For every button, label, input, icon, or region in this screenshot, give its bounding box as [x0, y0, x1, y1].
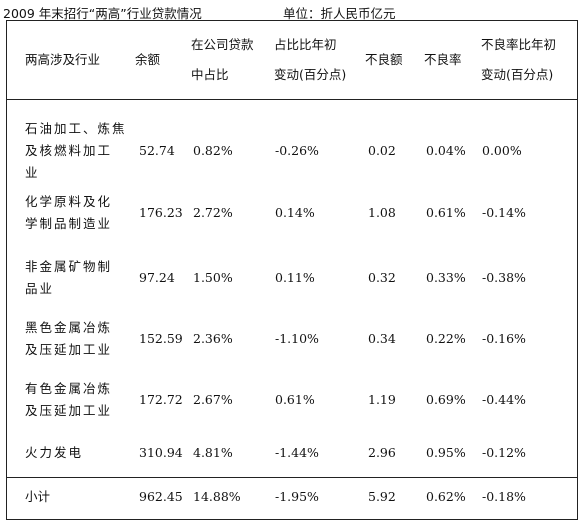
row-4-npl-chg: -0.16%	[482, 331, 526, 346]
total-share-chg: -1.95%	[275, 489, 319, 504]
row-5-npl-ratio: 0.69%	[426, 392, 466, 407]
row-3-industry-line1: 非金属矿物制	[25, 259, 113, 274]
row-5-industry-line2: 及压延加工业	[25, 403, 113, 418]
row-6-share-chg: -1.44%	[275, 445, 319, 460]
row-1-industry-line2: 及核燃料加工	[25, 143, 113, 158]
row-1-share: 0.82%	[193, 143, 233, 158]
row-5-share: 2.67%	[193, 392, 233, 407]
header-npl-chg-line2: 变动(百分点)	[481, 67, 554, 82]
total-divider	[7, 477, 577, 478]
row-6-industry-line1: 火力发电	[25, 445, 84, 460]
row-1-npl-chg: 0.00%	[482, 143, 522, 158]
row-1-npl: 0.02	[368, 143, 396, 158]
row-3-share-chg: 0.11%	[275, 270, 315, 285]
row-2-share: 2.72%	[193, 205, 233, 220]
row-5-npl: 1.19	[368, 392, 396, 407]
row-1-industry-line1: 石油加工、炼焦	[25, 121, 127, 136]
header-industry: 两高涉及行业	[25, 52, 101, 67]
header-npl: 不良额	[365, 52, 403, 67]
row-6-npl-ratio: 0.95%	[426, 445, 466, 460]
row-6-balance: 310.94	[139, 445, 183, 460]
row-2-balance: 176.23	[139, 205, 183, 220]
row-2-npl-ratio: 0.61%	[426, 205, 466, 220]
row-6-npl: 2.96	[368, 445, 396, 460]
header-share-chg-line1: 占比比年初	[274, 37, 337, 52]
row-1-npl-ratio: 0.04%	[426, 143, 466, 158]
row-1-balance: 52.74	[139, 143, 175, 158]
header-npl-ratio: 不良率	[424, 52, 462, 67]
row-5-share-chg: 0.61%	[275, 392, 315, 407]
row-5-npl-chg: -0.44%	[482, 392, 526, 407]
header-share-line1: 在公司贷款	[191, 37, 254, 52]
row-6-share: 4.81%	[193, 445, 233, 460]
loan-table: 两高涉及行业 余额 在公司贷款 中占比 占比比年初 变动(百分点) 不良额 不良…	[6, 20, 578, 520]
header-divider	[7, 99, 577, 100]
row-4-industry-line1: 黑色金属冶炼	[25, 320, 113, 335]
row-4-balance: 152.59	[139, 331, 183, 346]
row-2-industry-line1: 化学原料及化	[25, 194, 113, 209]
total-npl-ratio: 0.62%	[426, 489, 466, 504]
row-1-share-chg: -0.26%	[275, 143, 319, 158]
header-balance: 余额	[135, 52, 161, 67]
row-3-npl-ratio: 0.33%	[426, 270, 466, 285]
row-5-balance: 172.72	[139, 392, 183, 407]
row-4-share-chg: -1.10%	[275, 331, 319, 346]
table-title: 2009 年末招行“两高”行业贷款情况	[3, 6, 202, 21]
header-share-line2: 中占比	[191, 67, 229, 82]
row-4-npl-ratio: 0.22%	[426, 331, 466, 346]
total-npl: 5.92	[368, 489, 396, 504]
row-3-npl: 0.32	[368, 270, 396, 285]
total-balance: 962.45	[139, 489, 183, 504]
header-npl-chg-line1: 不良率比年初	[481, 37, 557, 52]
row-6-npl-chg: -0.12%	[482, 445, 526, 460]
row-4-npl: 0.34	[368, 331, 396, 346]
total-label: 小计	[25, 489, 51, 504]
row-2-npl: 1.08	[368, 205, 396, 220]
row-1-industry-line3: 业	[25, 165, 40, 180]
row-4-industry-line2: 及压延加工业	[25, 342, 113, 357]
header-share-chg-line2: 变动(百分点)	[274, 67, 347, 82]
row-2-share-chg: 0.14%	[275, 205, 315, 220]
row-3-industry-line2: 品业	[25, 281, 55, 296]
table-caption: 2009 年末招行“两高”行业贷款情况 单位：折人民币亿元	[3, 3, 396, 22]
row-2-industry-line2: 学制品制造业	[25, 216, 113, 231]
row-5-industry-line1: 有色金属冶炼	[25, 381, 113, 396]
total-share: 14.88%	[193, 489, 241, 504]
row-3-share: 1.50%	[193, 270, 233, 285]
unit-note: 单位：折人民币亿元	[283, 6, 396, 21]
row-3-npl-chg: -0.38%	[482, 270, 526, 285]
row-2-npl-chg: -0.14%	[482, 205, 526, 220]
total-npl-chg: -0.18%	[482, 489, 526, 504]
row-3-balance: 97.24	[139, 270, 175, 285]
row-4-share: 2.36%	[193, 331, 233, 346]
